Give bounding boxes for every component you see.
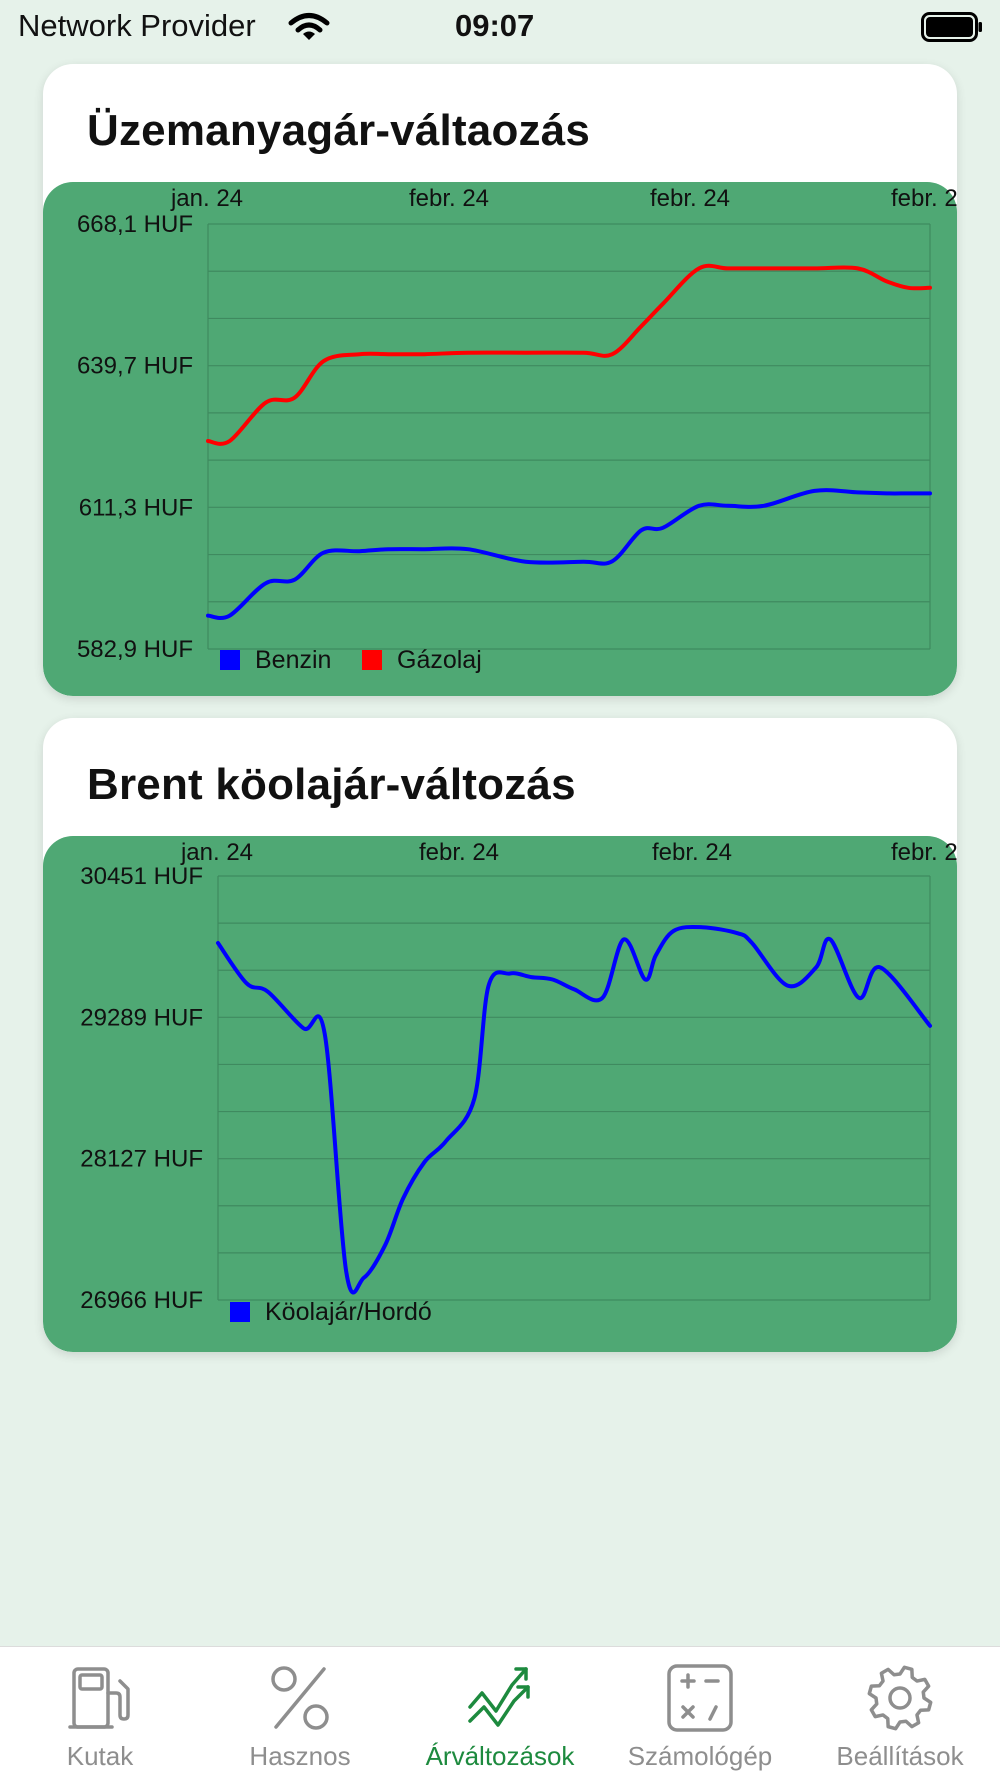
y-tick-label: 611,3 HUF	[79, 494, 193, 521]
y-tick-label: 582,9 HUF	[77, 636, 193, 663]
fuel-price-chart: 668,1 HUF 639,7 HUF 611,3 HUF 582,9 HUF jan.…	[77, 185, 957, 674]
legend-label: Benzin	[255, 646, 331, 674]
tab-label: Kutak	[66, 1741, 134, 1771]
tab-hasznos[interactable]: Hasznos	[200, 1647, 400, 1778]
x-tick-label: febr. 24	[891, 185, 957, 212]
battery-full-icon	[921, 12, 982, 42]
gear-icon	[867, 1665, 933, 1731]
series-line	[206, 263, 932, 446]
y-tick-label: 29289 HUF	[80, 1004, 203, 1031]
y-tick-label: 28127 HUF	[80, 1146, 203, 1173]
y-tick-label: 30451 HUF	[80, 863, 203, 890]
tab-szamologep[interactable]: Számológép	[600, 1647, 800, 1778]
clock-time: 09:07	[455, 8, 535, 43]
brent-price-chart: 30451 HUF 29289 HUF 28127 HUF 26966 HUF jan.…	[80, 839, 957, 1326]
tab-bar: Kutak Hasznos Árváltozások	[0, 1646, 1000, 1778]
x-tick-label: febr. 24	[650, 185, 730, 212]
legend-label: Gázolaj	[397, 646, 482, 674]
brent-price-chart-area: 30451 HUF 29289 HUF 28127 HUF 26966 HUF jan.…	[43, 836, 957, 1352]
percent-icon	[271, 1666, 329, 1730]
x-tick-label: jan. 24	[180, 839, 253, 866]
calculator-icon	[667, 1664, 733, 1732]
x-tick-label: jan. 24	[170, 185, 243, 212]
network-provider-label: Network Provider	[18, 8, 256, 43]
legend-swatch	[230, 1302, 250, 1322]
series-line	[206, 488, 932, 620]
tab-beallitasok[interactable]: Beállítások	[800, 1647, 1000, 1778]
tab-label: Beállítások	[836, 1741, 964, 1771]
y-tick-label: 639,7 HUF	[77, 353, 193, 380]
legend-swatch	[220, 650, 240, 670]
tab-label: Hasznos	[249, 1741, 351, 1771]
chart-trend-icon	[468, 1667, 530, 1727]
y-tick-label: 26966 HUF	[80, 1287, 203, 1314]
x-tick-label: febr. 24	[652, 839, 732, 866]
tab-kutak[interactable]: Kutak	[0, 1647, 200, 1778]
series-line	[216, 924, 932, 1295]
tab-arvaltozasok[interactable]: Árváltozások	[400, 1647, 600, 1778]
legend-label: Köolajár/Hordó	[265, 1298, 432, 1326]
x-tick-label: febr. 24	[419, 839, 499, 866]
y-tick-label: 668,1 HUF	[77, 211, 193, 238]
brent-price-card: Brent köolajár-változás 30451 HUF 29289 H…	[43, 718, 957, 1352]
x-tick-label: febr. 24	[409, 185, 489, 212]
wifi-icon	[288, 13, 330, 40]
fuel-price-card-title: Üzemanyagár-váltaozás	[87, 106, 591, 155]
brent-price-card-title: Brent köolajár-változás	[87, 760, 576, 809]
tab-label: Árváltozások	[425, 1741, 575, 1771]
grid-lines	[207, 223, 931, 650]
x-tick-label: febr. 24	[891, 839, 957, 866]
grid-lines	[217, 875, 931, 1301]
status-bar: Network Provider 09:07	[0, 0, 1000, 58]
fuel-price-card: Üzemanyagár-váltaozás 668,1 HUF 639,7 HUF…	[43, 64, 957, 696]
tab-label: Számológép	[627, 1741, 773, 1771]
fuel-pump-icon	[68, 1667, 130, 1729]
legend-swatch	[362, 650, 382, 670]
fuel-price-chart-area: 668,1 HUF 639,7 HUF 611,3 HUF 582,9 HUF jan.…	[43, 182, 957, 696]
